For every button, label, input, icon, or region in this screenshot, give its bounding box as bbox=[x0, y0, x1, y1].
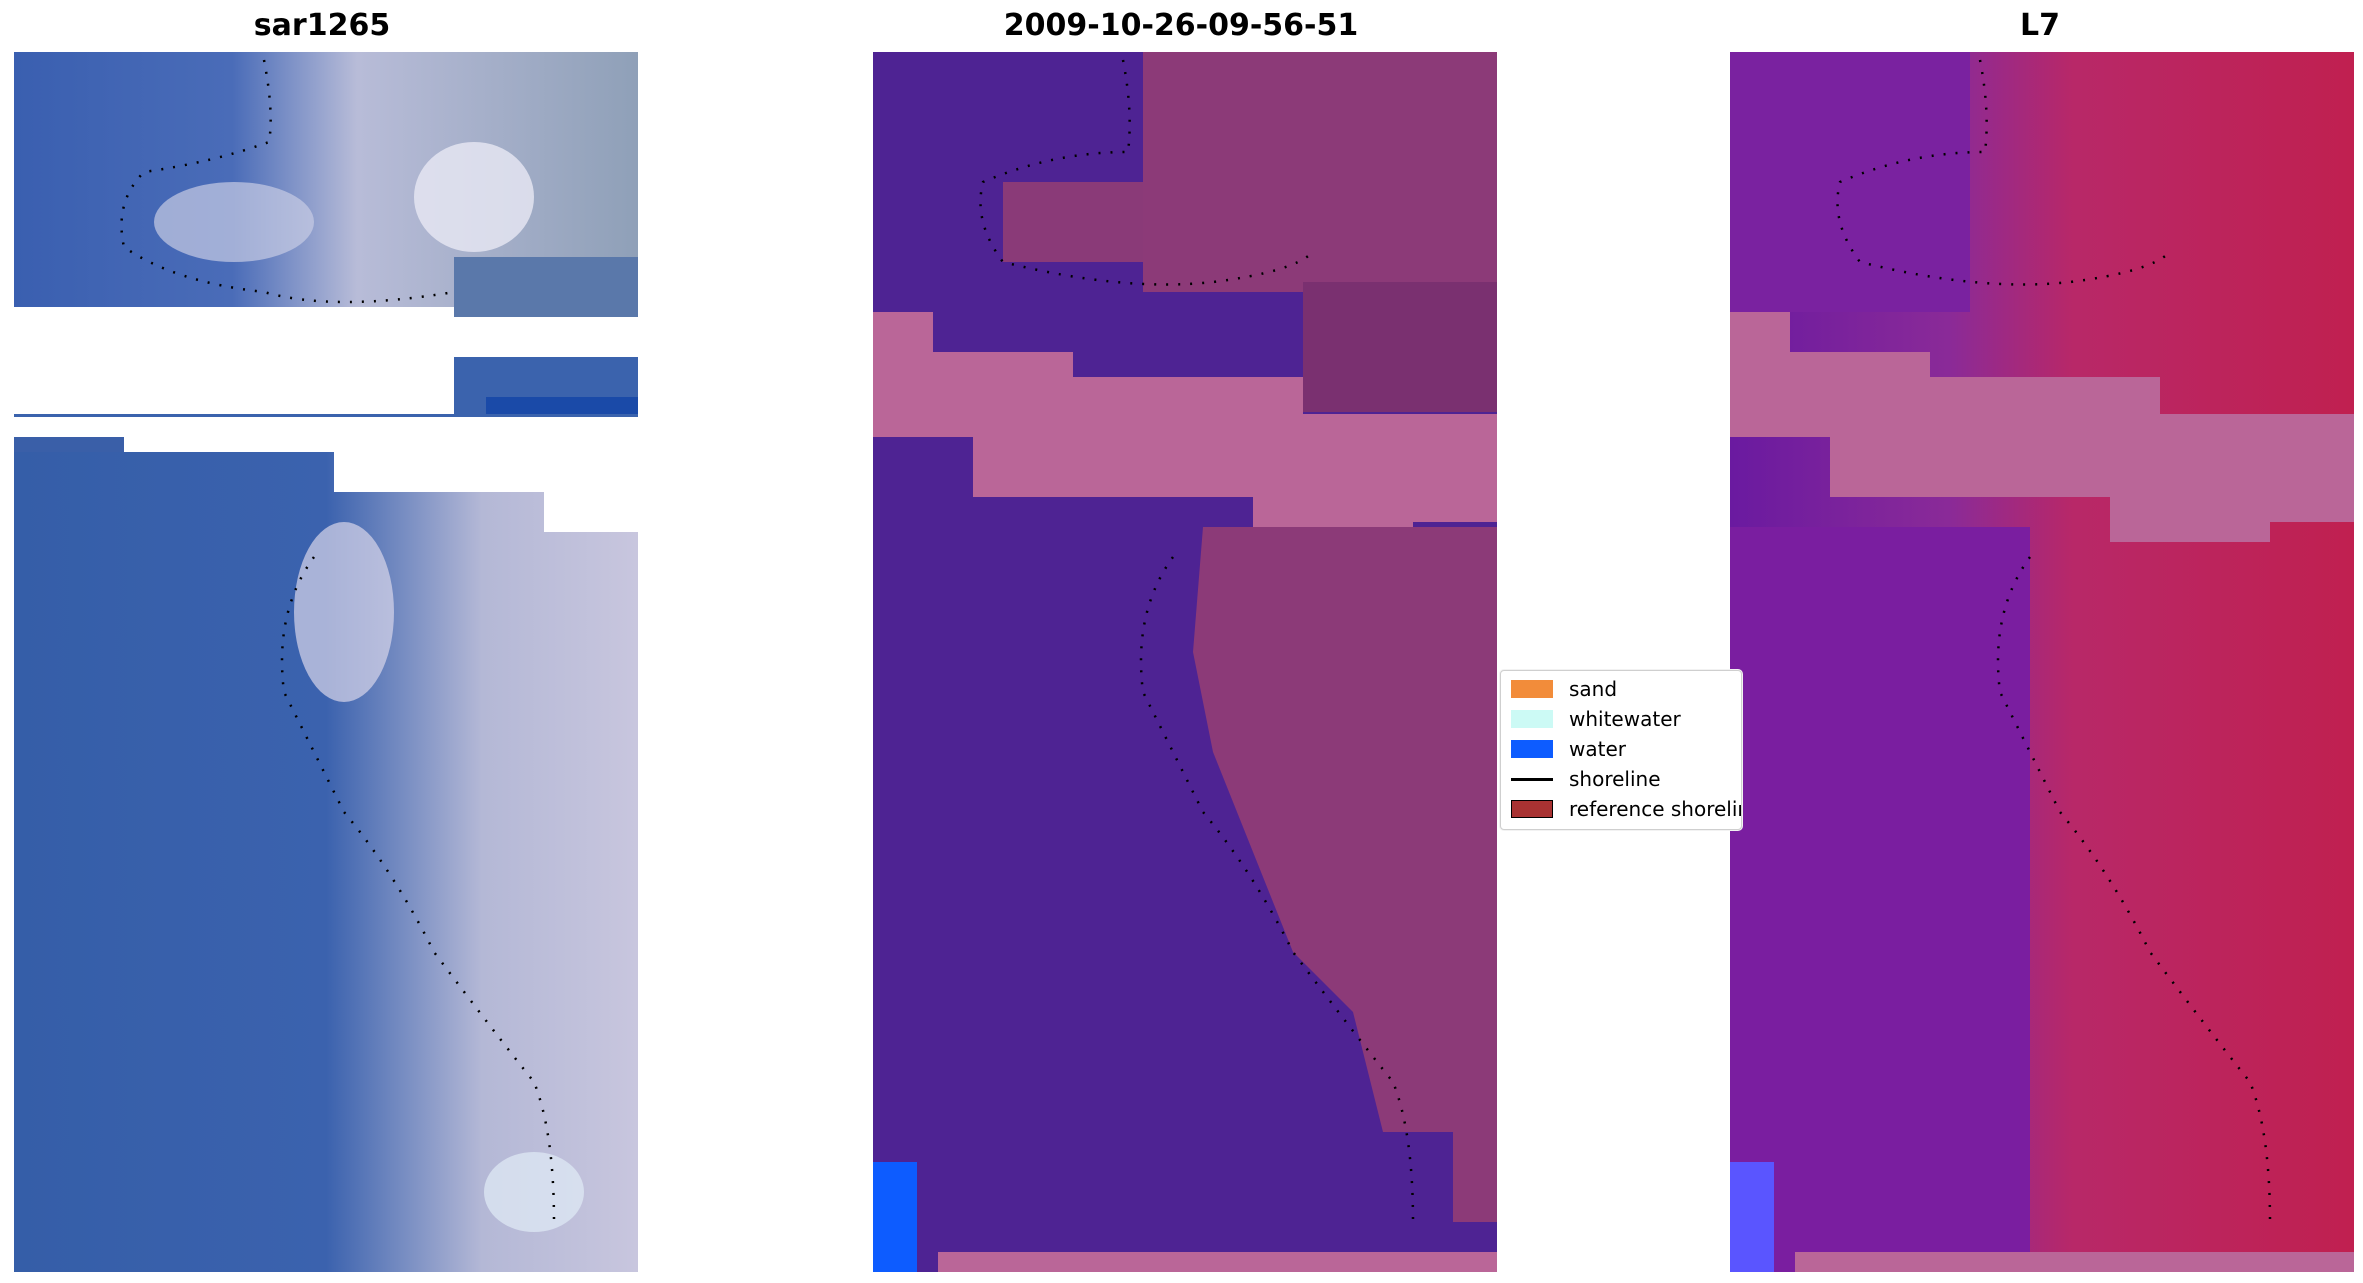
legend-item-whitewater: whitewater bbox=[1511, 705, 1681, 733]
rgb-image-panel bbox=[14, 52, 638, 1272]
legend-label: sand bbox=[1569, 677, 1618, 701]
legend-label: shoreline bbox=[1569, 767, 1661, 791]
classified-image bbox=[873, 52, 1497, 1272]
shoreline-line-swatch bbox=[1511, 777, 1553, 781]
legend-label: water bbox=[1569, 737, 1626, 761]
sand-swatch bbox=[1511, 680, 1553, 698]
legend-label: reference shoreline bbox=[1569, 797, 1741, 821]
panel-title-classified: 2009-10-26-09-56-51 bbox=[1003, 8, 1359, 43]
ndwi-image bbox=[1730, 52, 2354, 1272]
classified-image-panel bbox=[873, 52, 1497, 1272]
panel-title-rgb: sar1265 bbox=[253, 8, 391, 43]
legend-label: whitewater bbox=[1569, 707, 1681, 731]
legend-item-shoreline: shoreline bbox=[1511, 765, 1661, 793]
whitewater-swatch bbox=[1511, 710, 1553, 728]
rgb-image bbox=[14, 52, 638, 1272]
reference-shoreline-swatch bbox=[1511, 800, 1553, 818]
legend-item-reference-shoreline: reference shoreline bbox=[1511, 795, 1741, 823]
legend: sand whitewater water shoreline referenc… bbox=[1500, 670, 1742, 830]
legend-item-water: water bbox=[1511, 735, 1626, 763]
panel-title-ndwi: L7 bbox=[2020, 8, 2060, 43]
legend-item-sand: sand bbox=[1511, 675, 1617, 703]
water-swatch bbox=[1511, 740, 1553, 758]
ndwi-image-panel bbox=[1730, 52, 2354, 1272]
